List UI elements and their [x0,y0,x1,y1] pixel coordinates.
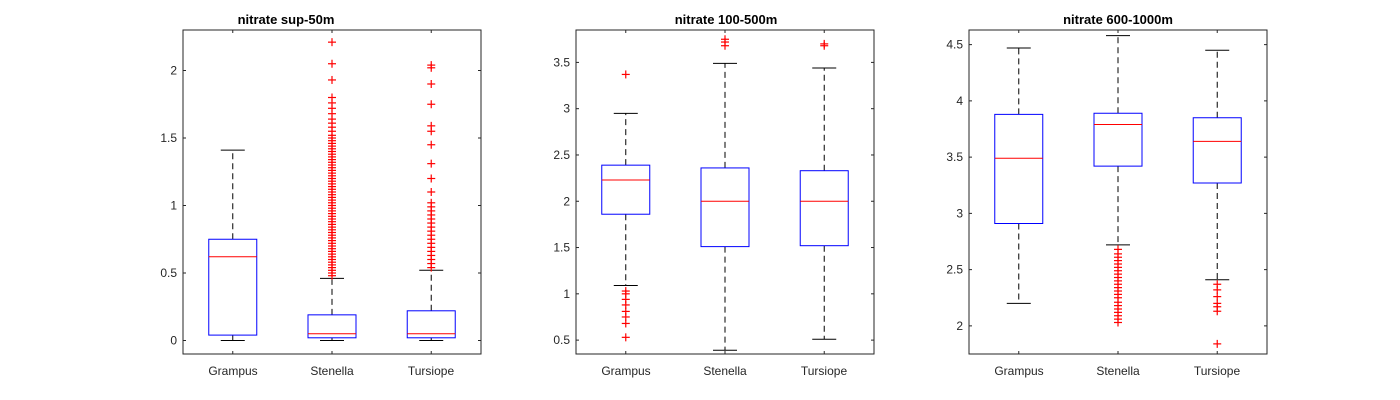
y-tick-label: 0 [170,334,177,348]
box-tursiope [799,39,849,340]
subplot-title: nitrate 100-500m [675,12,778,27]
box-grampus [994,47,1044,304]
y-tick-label: 2.5 [553,148,570,162]
iqr-box [700,167,750,248]
y-tick-label: 0.5 [160,266,177,280]
outlier-point [621,287,630,296]
outlier-point [621,333,630,342]
iqr-box [994,113,1044,224]
y-tick-label: 3.5 [553,55,570,69]
outlier-point [427,174,436,183]
axes-frame [968,29,1268,355]
subplot-nitrate-100-500m: nitrate 100-500m 0.5 1 1.5 2 2.5 3 3.5 Grampus… [553,12,875,378]
outlier-point [820,39,829,48]
x-tick-label-tursiope: Tursiope [408,364,455,378]
y-tick-label: 4.5 [946,38,963,52]
x-tick-label-grampus: Grampus [994,364,1043,378]
outlier-point [721,35,729,44]
subplot-title: nitrate 600-1000m [1063,12,1173,27]
outlier-point [1213,339,1222,348]
y-tick-label: 2 [956,319,963,333]
iqr-box [799,170,849,247]
x-tick-label-tursiope: Tursiope [801,364,848,378]
outlier-point [328,75,336,84]
subplot-title: nitrate sup-50m [238,12,335,27]
y-tick-labels: 2 2.5 3 3.5 4 4.5 [946,38,963,333]
y-tick-label: 2 [563,194,570,208]
y-tick-label: 1 [563,287,570,301]
outlier-point [427,80,436,88]
y-tick-label: 1.5 [553,241,570,255]
box-tursiope [406,61,456,341]
y-tick-label: 4 [956,94,963,108]
iqr-box [307,314,357,339]
outlier-point [427,140,436,149]
outlier-point [427,121,436,130]
y-tick-label: 3.5 [946,150,963,164]
subplot-nitrate-sup-50m: nitrate sup-50m 0 0.5 1 1.5 2 Grampus Stenel… [160,12,482,378]
box-stenella [307,38,357,341]
subplot-nitrate-600-1000m: nitrate 600-1000m 2 2.5 3 3.5 4 4.5 Grampus S… [946,12,1268,378]
outlier-point [427,61,436,70]
x-tick-label-grampus: Grampus [208,364,257,378]
x-tick-label-tursiope: Tursiope [1194,364,1241,378]
box-marks [208,38,456,341]
iqr-box [406,310,456,339]
outlier-point [621,70,630,79]
outlier-point [427,159,436,168]
box-grampus [208,149,258,341]
outlier-point [1213,299,1222,308]
box-marks [994,35,1242,348]
box-marks [601,35,849,351]
x-tick-label-stenella: Stenella [703,364,747,378]
y-tick-label: 3 [563,102,570,116]
x-tick-label-stenella: Stenella [310,364,354,378]
x-tick-labels: Grampus Stenella Tursiope [208,364,454,378]
x-tick-labels: Grampus Stenella Tursiope [994,364,1240,378]
y-tick-labels: 0 0.5 1 1.5 2 [160,64,177,348]
box-stenella [700,35,750,351]
x-tick-label-stenella: Stenella [1096,364,1140,378]
box-stenella [1093,35,1143,327]
axes-frame [182,29,482,355]
outlier-point [328,38,336,47]
y-tick-label: 1 [170,199,177,213]
y-tick-label: 2 [170,64,177,78]
outlier-point [1213,292,1222,301]
iqr-box [1192,117,1242,184]
outlier-point [1213,280,1222,289]
outlier-point [1114,245,1122,254]
y-tick-label: 2.5 [946,263,963,277]
outlier-point [427,198,436,207]
box-tursiope [1192,49,1242,348]
outlier-point [427,188,436,196]
iqr-box [1093,112,1143,167]
y-tick-label: 0.5 [553,333,570,347]
y-tick-label: 1.5 [160,131,177,145]
outlier-point [328,93,336,102]
outlier-point [427,100,436,109]
iqr-box [601,164,651,215]
axes-frame [575,29,875,355]
iqr-box [208,238,258,336]
y-tick-labels: 0.5 1 1.5 2 2.5 3 3.5 [553,55,570,347]
x-tick-labels: Grampus Stenella Tursiope [601,364,847,378]
box-grampus [601,70,651,342]
y-tick-label: 3 [956,206,963,220]
outlier-point [328,59,336,68]
x-tick-label-grampus: Grampus [601,364,650,378]
